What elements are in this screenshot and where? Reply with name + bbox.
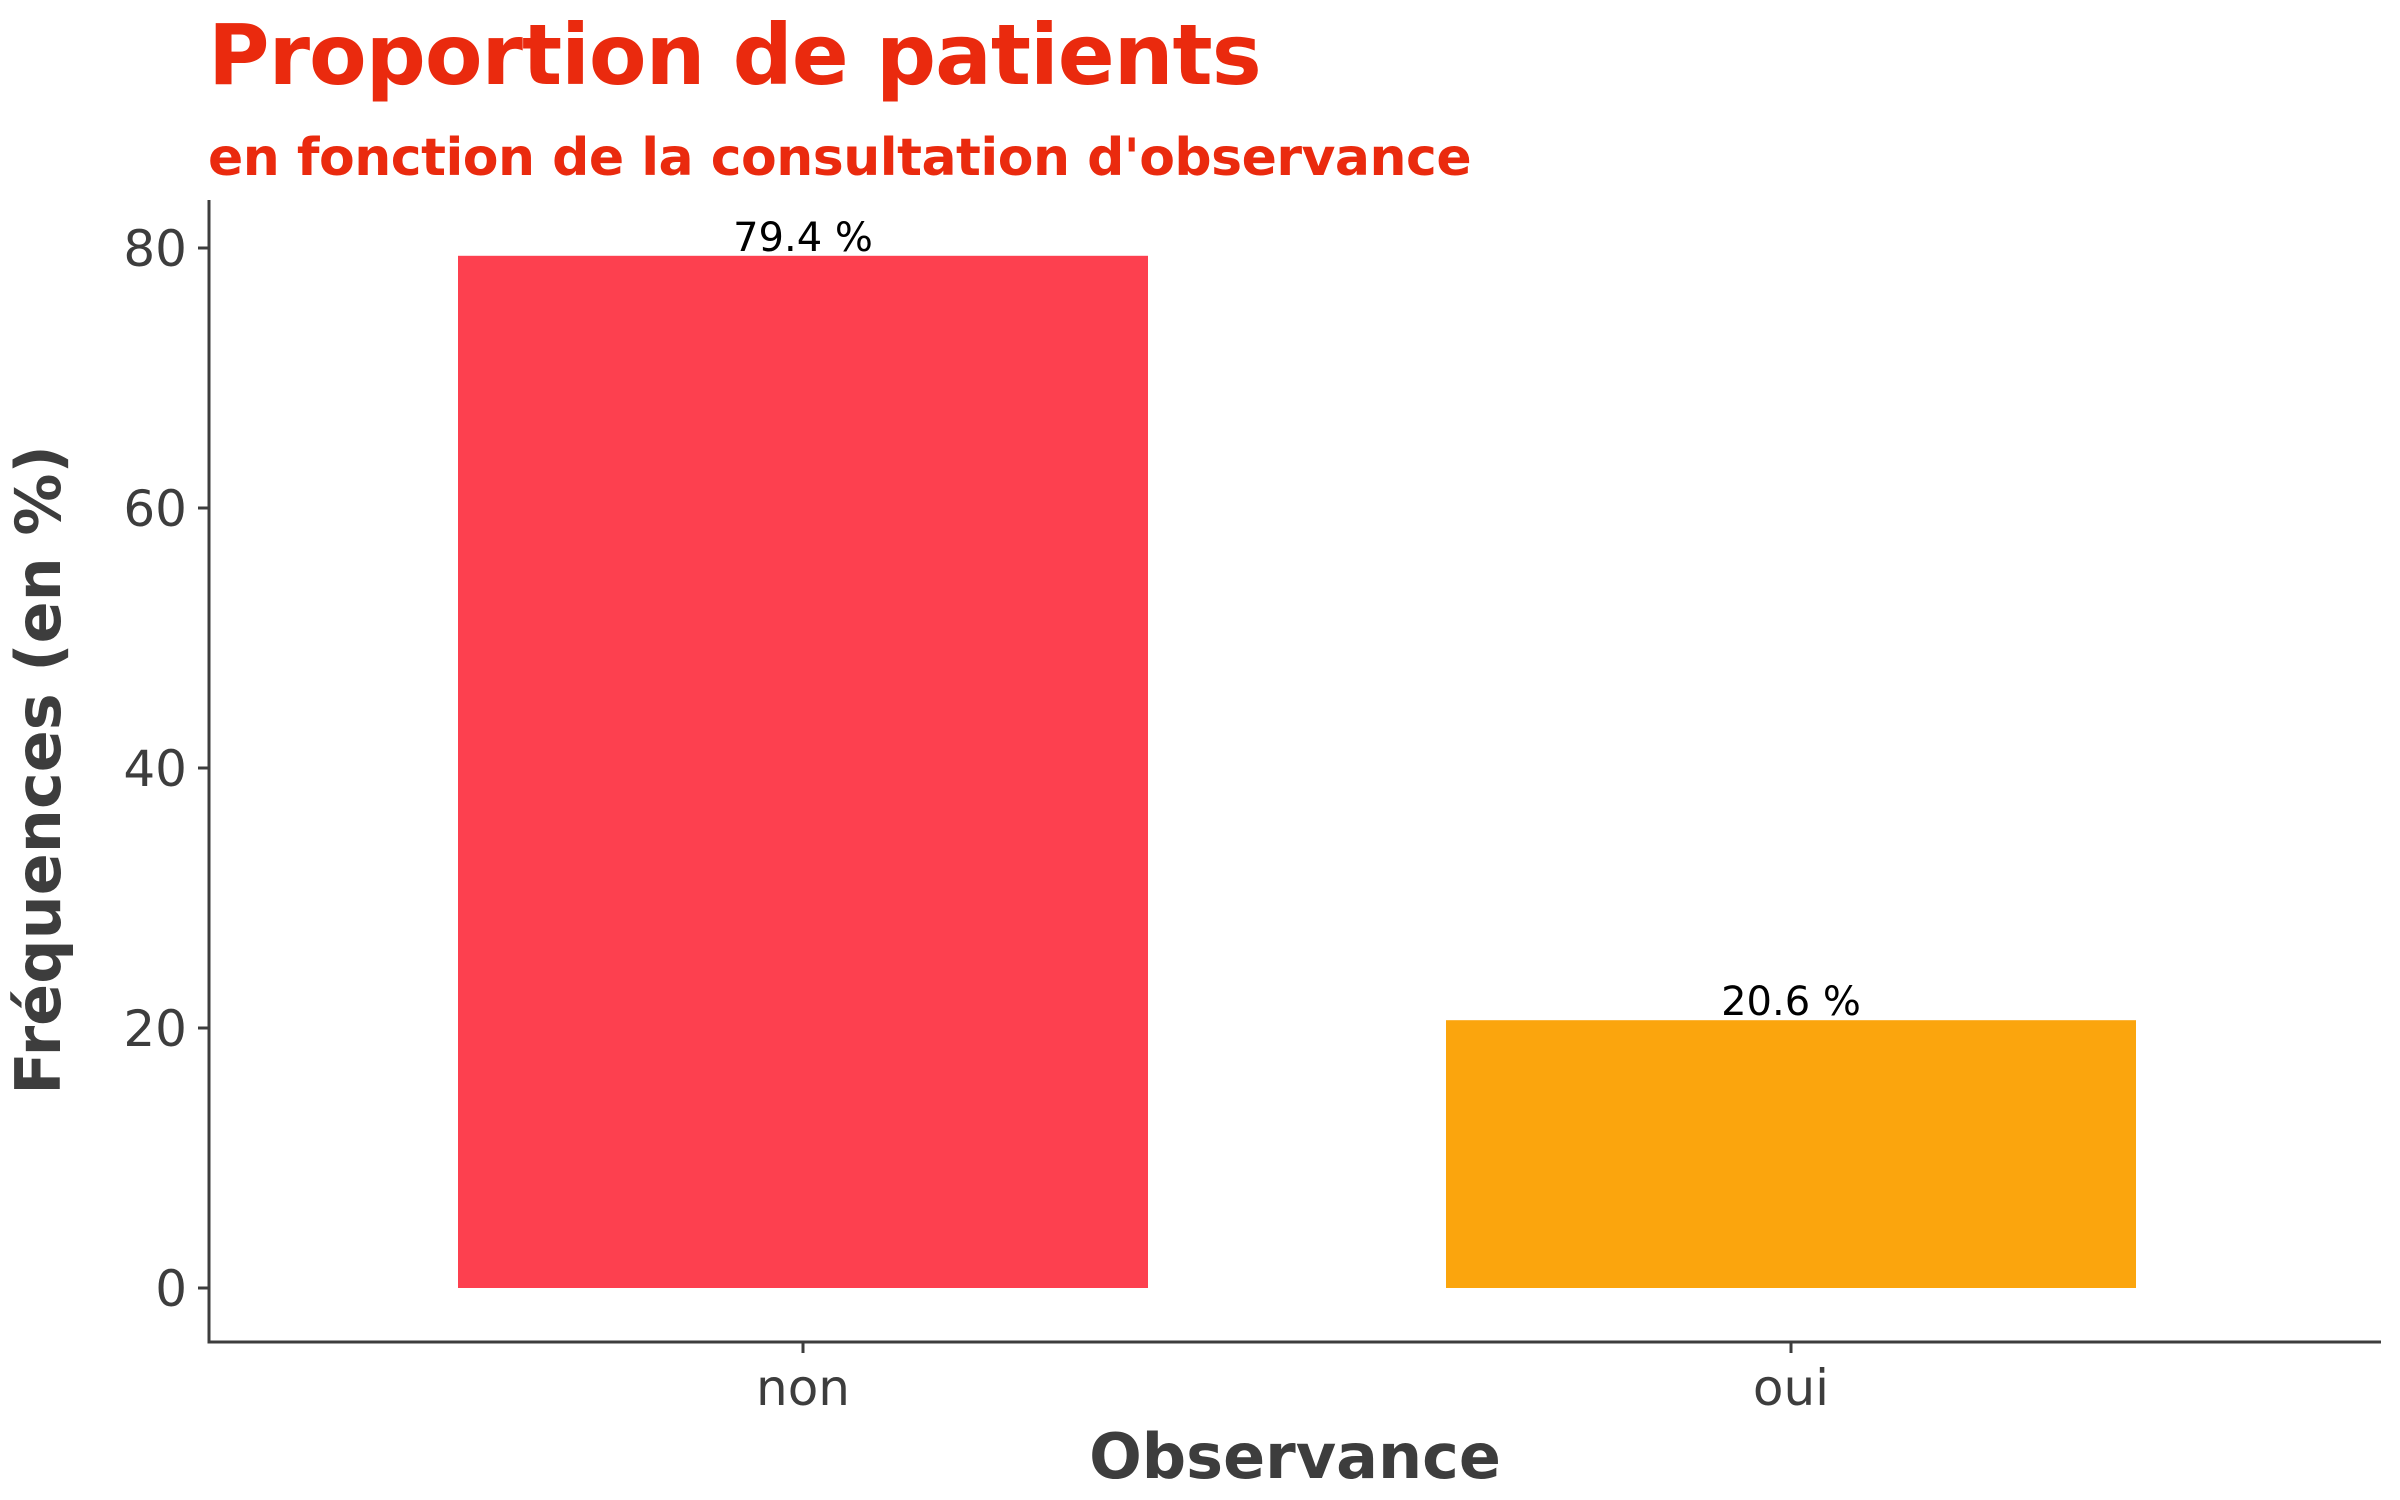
chart-subtitle: en fonction de la consultation d'observa…	[208, 128, 1472, 188]
x-tick-label-non: non	[756, 1359, 850, 1417]
chart-title: Proportion de patients	[208, 6, 1262, 104]
data-label-non: 79.4 %	[733, 215, 873, 261]
y-tick-label-60: 60	[123, 480, 187, 538]
y-axis: 0 20 40 60 80	[123, 220, 209, 1318]
y-tick-label-20: 20	[123, 1000, 187, 1058]
x-axis: non oui	[756, 1342, 1829, 1417]
y-tick-label-40: 40	[123, 740, 187, 798]
y-axis-title: Fréquences (en %)	[2, 445, 75, 1095]
bar-oui	[1446, 1020, 2136, 1288]
x-tick-label-oui: oui	[1753, 1359, 1829, 1417]
y-tick-label-0: 0	[155, 1260, 187, 1318]
data-label-oui: 20.6 %	[1721, 979, 1861, 1025]
data-labels-layer: 79.4 % 20.6 %	[733, 215, 1861, 1025]
bar-non	[458, 255, 1148, 1288]
bars-layer	[458, 255, 2136, 1288]
axis-lines	[207, 200, 2381, 1344]
y-tick-label-80: 80	[123, 220, 187, 278]
x-axis-title: Observance	[1089, 1420, 1501, 1493]
